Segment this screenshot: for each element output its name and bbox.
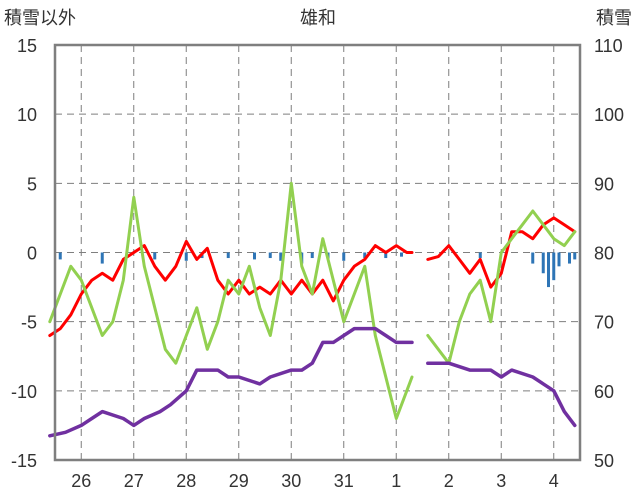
bar — [253, 252, 256, 260]
y-left-tick-label: 5 — [27, 174, 37, 194]
bar — [100, 252, 104, 264]
x-tick-label: 31 — [334, 471, 354, 491]
y-right-tick-label: 100 — [594, 105, 624, 125]
bar — [531, 252, 535, 264]
y-left-tick-label: -10 — [11, 382, 37, 402]
y-right-tick-label: 50 — [594, 451, 614, 471]
x-tick-label: 29 — [229, 471, 249, 491]
series-line — [48, 326, 414, 438]
bar — [58, 252, 62, 260]
x-tick-label: 30 — [281, 471, 301, 491]
bar — [478, 252, 482, 259]
bar — [310, 252, 314, 259]
bar — [573, 252, 577, 260]
tick-layer: 15 110 10 100 5 90 0 80 -5 70 -10 60 -15 50 26 27 28 29 30… — [11, 36, 624, 491]
y-right-tick-label: 90 — [594, 174, 614, 194]
y-left-tick-label: 10 — [17, 105, 37, 125]
bar — [552, 252, 556, 281]
bar — [342, 252, 346, 261]
y-left-tick-label: 15 — [17, 36, 37, 56]
y-left-tick-label: -5 — [21, 313, 37, 333]
x-tick-label: 2 — [444, 471, 454, 491]
x-tick-label: 27 — [124, 471, 144, 491]
y-right-tick-label: 80 — [594, 244, 614, 264]
right-axis-title: 積雪 — [596, 8, 632, 28]
y-left-tick-label: 0 — [27, 244, 37, 264]
x-tick-label: 1 — [391, 471, 401, 491]
chart-title: 雄和 — [300, 8, 336, 28]
x-tick-label: 28 — [176, 471, 196, 491]
bar — [268, 252, 272, 259]
series-line — [48, 181, 414, 420]
series-line — [426, 216, 577, 289]
x-tick-label: 26 — [71, 471, 91, 491]
plot-frame — [53, 43, 582, 462]
bar — [153, 252, 157, 260]
x-tick-label: 3 — [496, 471, 506, 491]
y-right-tick-label: 60 — [594, 382, 614, 402]
bar — [541, 252, 545, 274]
series-layer — [48, 181, 577, 438]
bar — [184, 252, 188, 261]
left-axis-title: 積雪以外 — [4, 8, 76, 28]
series-line — [426, 361, 577, 428]
bar — [384, 252, 388, 259]
y-right-tick-label: 110 — [594, 36, 623, 56]
bar — [547, 252, 550, 288]
bar — [226, 252, 230, 259]
bar — [279, 252, 283, 261]
y-right-tick-label: 70 — [594, 313, 614, 333]
series-line — [426, 209, 577, 365]
bar — [557, 252, 561, 267]
x-tick-label: 4 — [549, 471, 559, 491]
bar — [400, 252, 403, 257]
y-left-tick-label: -15 — [11, 451, 37, 471]
bar — [568, 252, 571, 264]
bar — [363, 252, 367, 259]
